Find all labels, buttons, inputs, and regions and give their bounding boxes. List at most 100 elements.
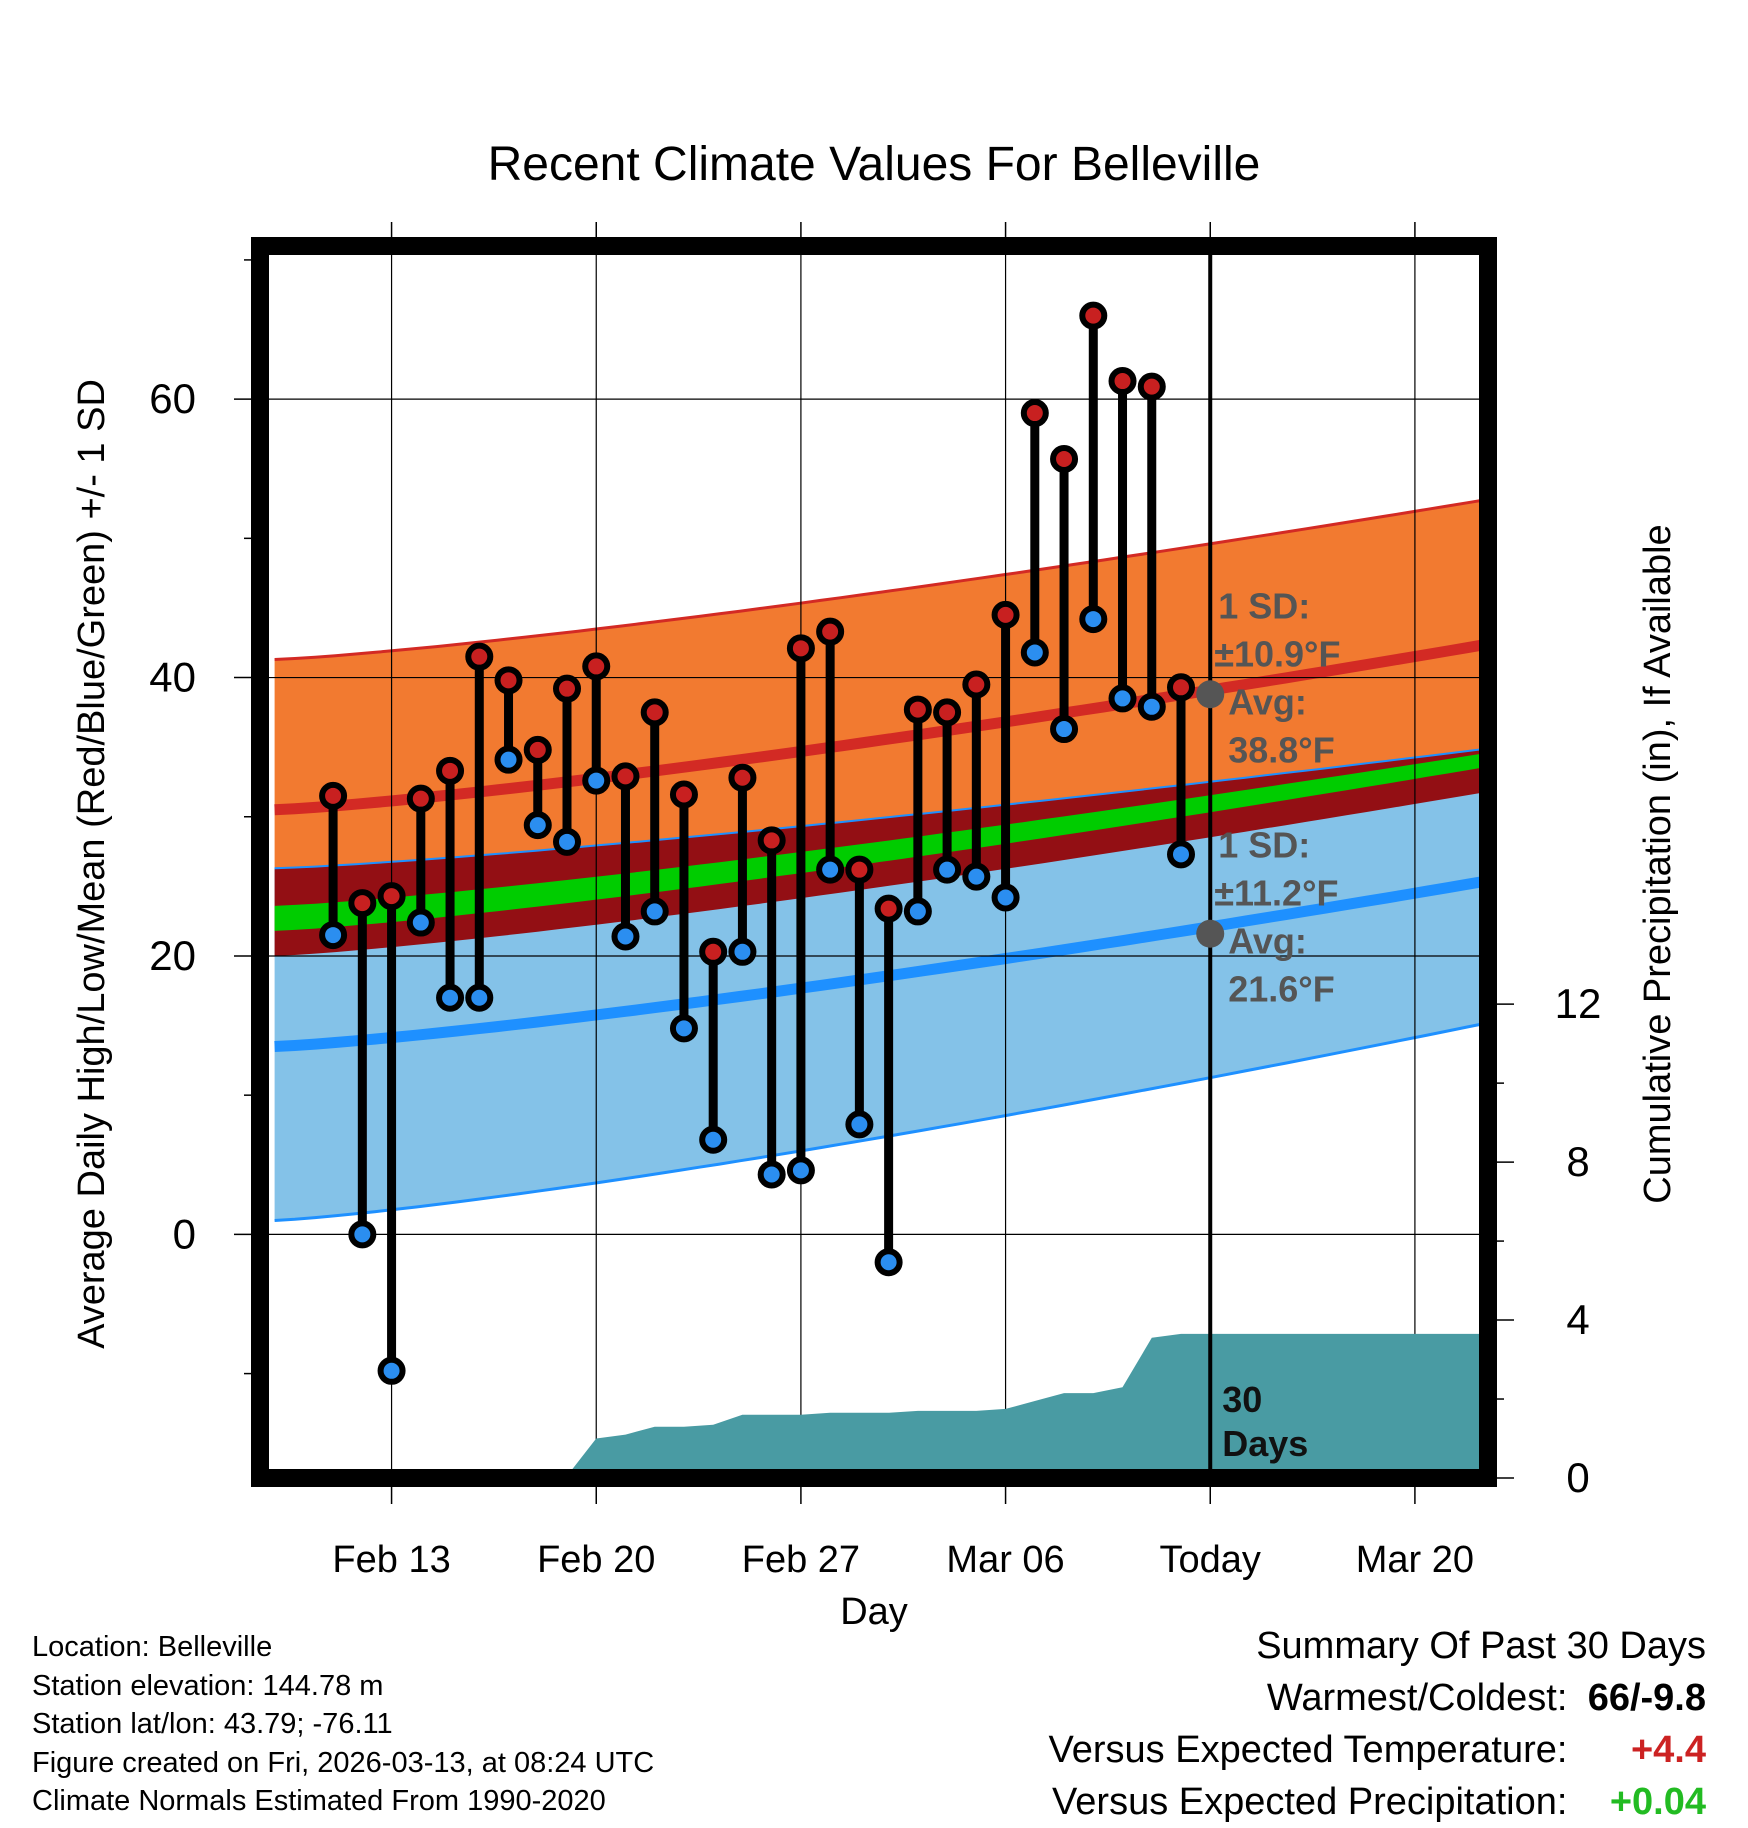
low-normal-line bbox=[274, 875, 1488, 1052]
daily-high-point bbox=[553, 674, 581, 703]
daily-high-point bbox=[1020, 399, 1049, 428]
daily-high-point bbox=[962, 670, 991, 699]
x-tick-label: Feb 13 bbox=[332, 1539, 450, 1581]
daily-low-point bbox=[348, 1220, 377, 1249]
x-tick-label: Feb 27 bbox=[742, 1539, 860, 1581]
daily-low-point bbox=[611, 922, 640, 951]
daily-high-point bbox=[1137, 372, 1166, 401]
y2-tick-label: 4 bbox=[1566, 1296, 1589, 1343]
daily-high-point bbox=[611, 762, 640, 791]
daily-low-point bbox=[728, 937, 757, 966]
x-tick-label: Today bbox=[1160, 1539, 1261, 1581]
summary-temp-row: Versus Expected Temperature: +4.4 bbox=[1049, 1724, 1706, 1776]
daily-high-point bbox=[699, 937, 728, 966]
latlon-text: Station lat/lon: 43.79; -76.11 bbox=[32, 1708, 393, 1740]
daily-low-point bbox=[377, 1356, 406, 1385]
y2-axis-label: Cumulative Precipitation (in), If Availa… bbox=[1637, 524, 1679, 1203]
precip-value: +0.04 bbox=[1609, 1781, 1706, 1823]
low-avg-value: 21.6°F bbox=[1228, 969, 1334, 1010]
daily-low-point bbox=[523, 811, 552, 840]
daily-high-point bbox=[582, 652, 611, 681]
high-upper-edge bbox=[274, 497, 1488, 661]
daily-high-point bbox=[348, 889, 377, 918]
daily-high-point bbox=[640, 698, 669, 727]
elevation-text: Station elevation: 144.78 m bbox=[32, 1669, 384, 1702]
normals-text: Climate Normals Estimated From 1990-2020 bbox=[32, 1785, 606, 1817]
temp-value: +4.4 bbox=[1630, 1729, 1706, 1771]
today-days-count: 30 bbox=[1222, 1379, 1262, 1420]
daily-low-point bbox=[991, 883, 1020, 912]
low-avg-marker bbox=[1196, 919, 1225, 948]
daily-high-point bbox=[786, 634, 815, 663]
y-tick-label: 20 bbox=[149, 932, 196, 979]
daily-low-point bbox=[1079, 605, 1108, 634]
daily-low-point bbox=[816, 855, 845, 884]
low-sd-label: 1 SD: bbox=[1218, 825, 1310, 866]
daily-low-point bbox=[406, 908, 435, 937]
summary-title: Summary Of Past 30 Days bbox=[1256, 1625, 1706, 1667]
warmest-value: 66/-9.8 bbox=[1587, 1677, 1706, 1719]
location-text: Location: Belleville bbox=[32, 1631, 273, 1663]
daily-low-point bbox=[933, 855, 962, 884]
temp-label: Versus Expected Temperature: bbox=[1048, 1729, 1568, 1771]
mean-normal-line bbox=[274, 752, 1488, 931]
daily-low-point bbox=[319, 921, 348, 950]
daily-high-point bbox=[845, 855, 874, 884]
y-tick-label: 0 bbox=[173, 1210, 196, 1257]
y2-tick-label: 0 bbox=[1566, 1454, 1589, 1501]
daily-low-point bbox=[757, 1160, 786, 1189]
daily-high-point bbox=[874, 894, 903, 923]
daily-low-point bbox=[786, 1156, 815, 1185]
daily-low-point bbox=[436, 983, 465, 1012]
daily-low-point bbox=[1167, 840, 1195, 869]
daily-high-point bbox=[757, 826, 786, 855]
daily-high-point bbox=[933, 698, 962, 727]
summary-precip-row: Versus Expected Precipitation: +0.04 bbox=[1049, 1776, 1706, 1828]
daily-high-point bbox=[377, 882, 406, 911]
daily-high-point bbox=[494, 666, 523, 695]
low-lower-edge bbox=[274, 1021, 1488, 1222]
low-avg-label: Avg: bbox=[1228, 921, 1307, 962]
high-sd-value: ±10.9°F bbox=[1214, 633, 1340, 674]
daily-low-point bbox=[494, 745, 523, 774]
daily-high-point bbox=[1167, 673, 1195, 702]
daily-low-point bbox=[845, 1110, 874, 1139]
daily-high-point bbox=[728, 763, 757, 792]
daily-high-point bbox=[991, 600, 1020, 629]
high-avg-marker bbox=[1196, 680, 1225, 709]
x-tick-label: Feb 20 bbox=[537, 1539, 655, 1581]
y2-tick-label: 8 bbox=[1566, 1138, 1589, 1185]
summary-panel: Summary Of Past 30 Days Warmest/Coldest:… bbox=[1049, 1620, 1706, 1828]
daily-high-point bbox=[436, 756, 465, 785]
daily-high-point bbox=[319, 781, 348, 810]
daily-low-point bbox=[1020, 638, 1049, 667]
daily-low-point bbox=[1050, 715, 1079, 744]
x-axis-label: Day bbox=[840, 1591, 908, 1633]
cumulative-precip-area bbox=[274, 1333, 1488, 1478]
y-tick-label: 60 bbox=[149, 375, 196, 422]
daily-low-point bbox=[669, 1014, 698, 1043]
summary-warmest-row: Warmest/Coldest: 66/-9.8 bbox=[1049, 1672, 1706, 1724]
daily-low-point bbox=[582, 766, 611, 795]
x-tick-label: Mar 20 bbox=[1356, 1539, 1474, 1581]
daily-high-point bbox=[669, 780, 698, 809]
high-sd-label: 1 SD: bbox=[1218, 585, 1310, 626]
daily-high-point bbox=[903, 695, 932, 724]
daily-high-point bbox=[465, 642, 494, 671]
chart-title: Recent Climate Values For Belleville bbox=[488, 138, 1261, 191]
daily-low-point bbox=[640, 897, 669, 926]
precip-label: Versus Expected Precipitation: bbox=[1052, 1781, 1568, 1823]
daily-low-point bbox=[962, 862, 991, 891]
plot-frame bbox=[251, 237, 1497, 1487]
x-tick-label: Mar 06 bbox=[946, 1539, 1064, 1581]
y2-tick-label: 12 bbox=[1555, 980, 1602, 1027]
daily-high-point bbox=[1108, 367, 1137, 396]
high-avg-value: 38.8°F bbox=[1228, 729, 1334, 770]
daily-low-point bbox=[553, 827, 581, 856]
daily-low-point bbox=[1137, 692, 1166, 721]
daily-high-point bbox=[1079, 301, 1108, 330]
daily-low-point bbox=[1108, 684, 1137, 713]
warmest-label: Warmest/Coldest: bbox=[1266, 1677, 1568, 1719]
today-days-label: Days bbox=[1222, 1423, 1308, 1464]
